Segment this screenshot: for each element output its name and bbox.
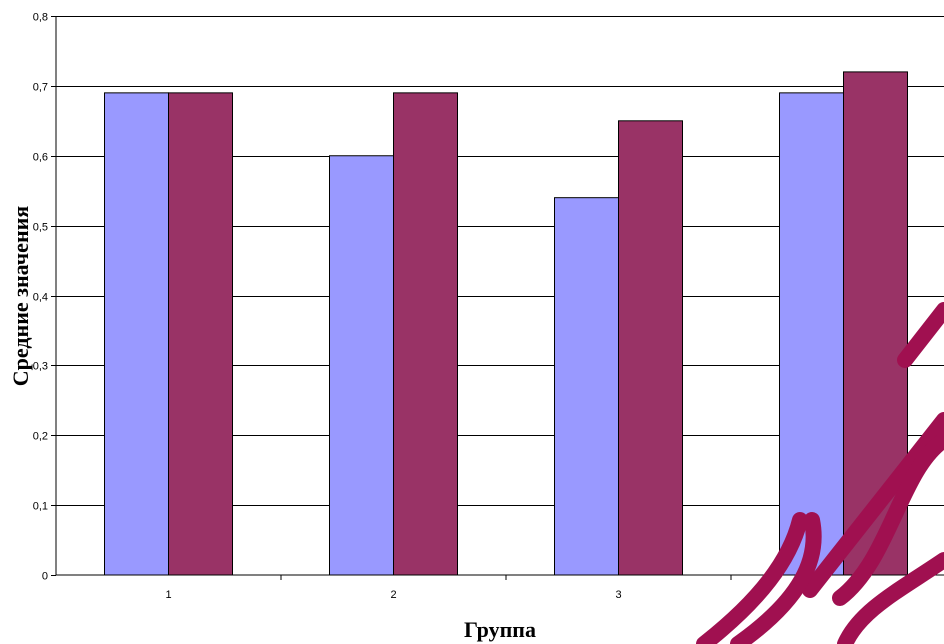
y-tick-label: 0,8 — [33, 12, 48, 24]
bar — [618, 120, 683, 576]
bar — [104, 92, 169, 576]
bar — [329, 155, 394, 576]
bar — [554, 197, 619, 576]
y-tick-label: 0,7 — [33, 82, 48, 94]
watermark-stroke — [897, 302, 944, 368]
y-tick-labels: 0 0,1 0,2 0,3 0,4 0,5 0,6 0,7 0,8 — [33, 12, 56, 583]
y-axis-title: Средние значения — [8, 206, 33, 387]
watermark — [696, 302, 944, 644]
y-tick-label: 0 — [42, 571, 48, 583]
y-tick-label: 0,2 — [33, 431, 48, 443]
y-tick-label: 0,1 — [33, 501, 48, 513]
watermark-stroke — [802, 412, 944, 598]
x-tick-label: 3 — [615, 589, 621, 601]
y-tick-label: 0,4 — [33, 292, 48, 304]
watermark-stroke — [696, 512, 808, 644]
y-tick-label: 0,3 — [33, 361, 48, 373]
bar — [393, 92, 458, 576]
bar — [779, 92, 844, 576]
x-tick-label: 2 — [390, 589, 396, 601]
watermark-stroke — [837, 552, 944, 644]
bar — [168, 92, 233, 576]
y-tick-label: 0,6 — [33, 152, 48, 164]
bars — [104, 71, 908, 576]
x-axis-title: Группа — [464, 617, 536, 642]
watermark-stroke — [730, 512, 822, 644]
y-tick-label: 0,5 — [33, 222, 48, 234]
watermark-stroke — [832, 432, 944, 606]
x-tick-label: 1 — [165, 589, 171, 601]
